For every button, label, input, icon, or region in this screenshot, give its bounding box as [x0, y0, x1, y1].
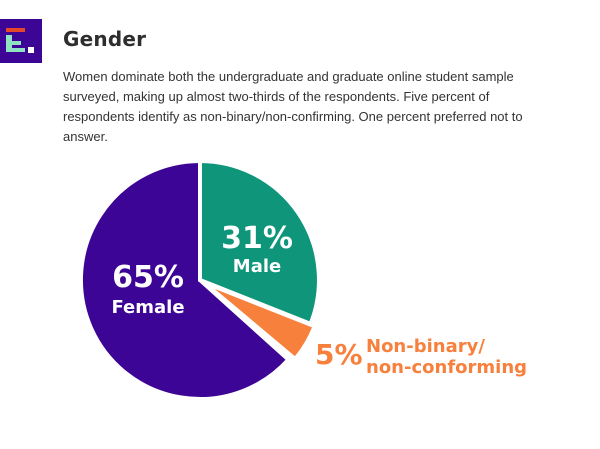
- description-text: Women dominate both the undergraduate an…: [63, 69, 523, 144]
- nonbinary-name-line2: non-conforming: [366, 357, 527, 378]
- nonbinary-name-line1: Non-binary/: [366, 336, 485, 357]
- logo-foot: [6, 48, 25, 52]
- female-name-label: Female: [111, 297, 184, 318]
- male-name-label: Male: [233, 256, 281, 277]
- nonbinary-pct-label: 5%: [315, 338, 363, 371]
- pie-slice-nonbinary: [202, 280, 318, 362]
- pie-slice-female: [78, 158, 292, 401]
- logo-bar: [6, 28, 25, 32]
- female-pct-label: 65%: [112, 260, 184, 295]
- pie-slice-male: [198, 158, 321, 327]
- logo-dot: [28, 47, 34, 53]
- male-pct-label: 31%: [221, 221, 293, 256]
- brand-logo-icon: [0, 19, 42, 63]
- page-title: Gender: [63, 27, 147, 51]
- logo-mid: [6, 41, 21, 45]
